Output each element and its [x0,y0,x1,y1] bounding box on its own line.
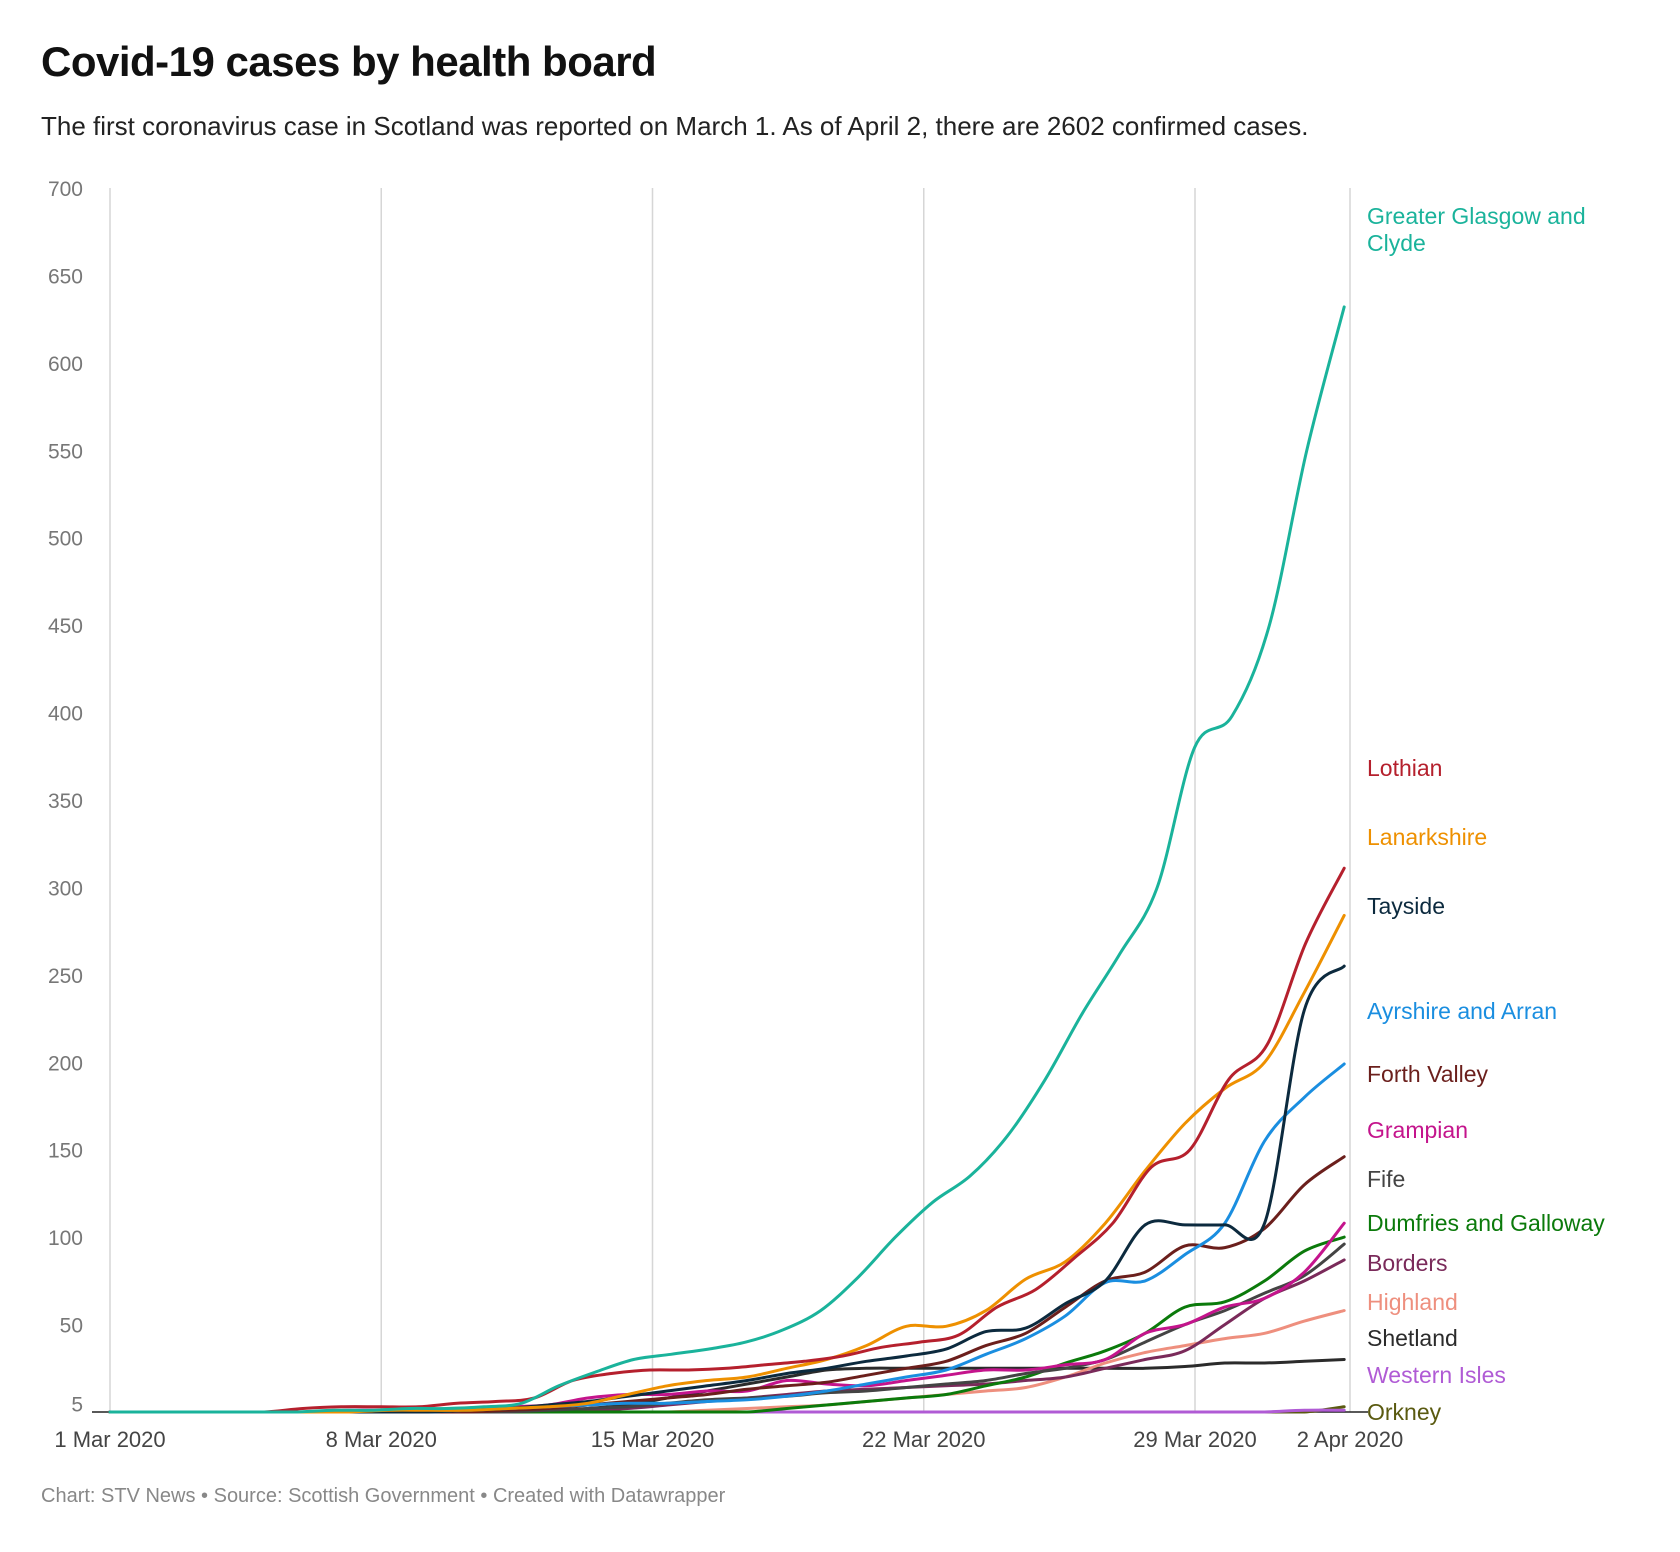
y-tick-label: 550 [48,440,83,463]
y-tick-label: 50 [60,1315,83,1338]
y-tick-label: 350 [48,790,83,813]
y-axis: 5501001502002503003504004505005506006507… [48,178,83,1416]
chart-title: Covid-19 cases by health board [41,38,657,85]
series-label-ayrshire-and-arran: Ayrshire and Arran [1367,998,1557,1024]
y-tick-label: 100 [48,1227,83,1250]
grid-lines [109,188,1351,1412]
series-line-forth-valley [108,1155,1346,1414]
x-tick-label: 22 Mar 2020 [862,1427,986,1452]
x-tick-label: 1 Mar 2020 [54,1427,165,1452]
x-tick-label: 29 Mar 2020 [1133,1427,1257,1452]
chart-subtitle: The first coronavirus case in Scotland w… [41,111,1309,141]
y-tick-label: 600 [48,353,83,376]
series-line-greater-glasgow-and-clyde [108,305,1346,1414]
series-label-orkney: Orkney [1367,1399,1442,1425]
y-tick-label: 400 [48,703,83,726]
series-label-greater-glasgow-and-clyde: Greater Glasgow and Clyde [1367,203,1586,256]
y-tick-label: 200 [48,1052,83,1075]
series-label-fife: Fife [1367,1166,1405,1192]
series-label-highland: Highland [1367,1289,1458,1315]
x-tick-label: 2 Apr 2020 [1297,1427,1403,1452]
y-tick-label: 500 [48,528,83,551]
series-label-lanarkshire: Lanarkshire [1367,824,1487,850]
series-label-forth-valley: Forth Valley [1367,1061,1489,1087]
series-label-tayside: Tayside [1367,893,1445,919]
y-tick-label: 5 [71,1393,83,1416]
series-label-shetland: Shetland [1367,1325,1458,1351]
series-label-western-isles: Western Isles [1367,1362,1506,1388]
y-tick-label: 650 [48,265,83,288]
series-label-dumfries-and-galloway: Dumfries and Galloway [1367,1210,1605,1236]
x-tick-label: 8 Mar 2020 [326,1427,437,1452]
y-tick-label: 150 [48,1140,83,1163]
series-line-highland [108,1309,1346,1414]
series-label-grampian: Grampian [1367,1117,1468,1143]
y-tick-label: 250 [48,965,83,988]
x-tick-label: 15 Mar 2020 [591,1427,715,1452]
y-tick-label: 300 [48,877,83,900]
series-line-lothian [108,866,1346,1414]
chart-footer: Chart: STV News • Source: Scottish Gover… [41,1485,726,1507]
y-tick-label: 700 [48,178,83,201]
y-tick-label: 450 [48,615,83,638]
series-label-borders: Borders [1367,1250,1448,1276]
x-axis: 1 Mar 2020 8 Mar 2020 15 Mar 2020 22 Mar 20… [54,1411,1403,1452]
series-labels: Greater Glasgow and Clyde Lothian Lanarkshi… [1367,203,1605,1425]
series-label-lothian: Lothian [1367,755,1442,781]
series-lines [108,305,1346,1414]
series-line-ayrshire-and-arran [108,1062,1346,1414]
